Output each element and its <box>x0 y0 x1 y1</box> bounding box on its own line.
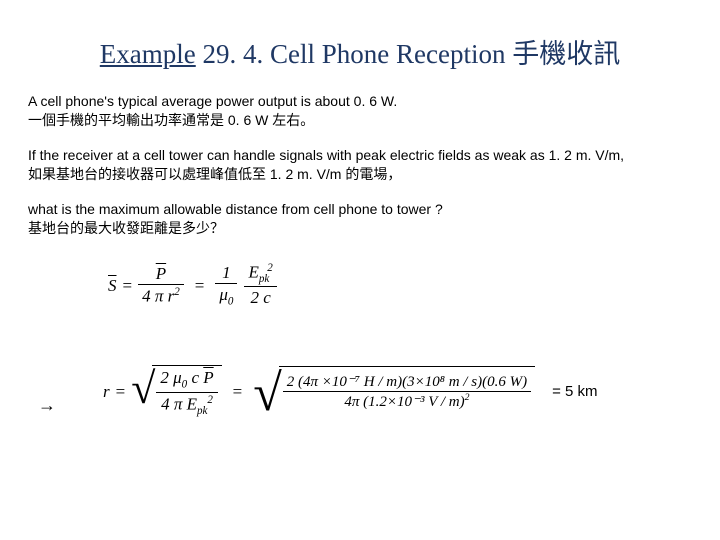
sbar-symbol: S <box>108 276 117 296</box>
paragraph-1: A cell phone's typical average power out… <box>28 92 397 130</box>
p2-english: If the receiver at a cell tower can hand… <box>28 146 624 165</box>
title-prefix: Example <box>100 39 196 69</box>
p1-chinese: 一個手機的平均輸出功率通常是 0. 6 W 左右。 <box>28 111 397 130</box>
result-text: = 5 km <box>552 383 597 400</box>
p3-english: what is the maximum allowable distance f… <box>28 200 443 219</box>
paragraph-3: what is the maximum allowable distance f… <box>28 200 443 238</box>
equation-r: r = √ 2 μ0 c P 4 π Epk2 = √ 2 (4π ×10⁻⁷ … <box>100 365 660 418</box>
arrow-symbol: → <box>38 395 56 416</box>
sqrt-1: √ 2 μ0 c P 4 π Epk2 <box>131 365 221 418</box>
paragraph-2: If the receiver at a cell tower can hand… <box>28 146 624 184</box>
title-rest: Cell Phone Reception 手機收訊 <box>263 39 620 69</box>
sqrt-2: √ 2 (4π ×10⁻⁷ H / m)(3×10⁸ m / s)(0.6 W)… <box>253 366 535 418</box>
title-number: 29. 4. <box>203 39 264 69</box>
p1-english: A cell phone's typical average power out… <box>28 92 397 111</box>
example-title: Example 29. 4. Cell Phone Reception 手機收訊 <box>0 32 720 71</box>
r-symbol: r <box>103 382 110 402</box>
equation-sbar: S = P 4 π r2 = 1 μ0 Epk2 2 c <box>105 262 365 309</box>
p3-chinese: 基地台的最大收發距離是多少？ <box>28 219 443 238</box>
p2-chinese: 如果基地台的接收器可以處理峰值低至 1. 2 m. V/m 的電場， <box>28 165 624 184</box>
